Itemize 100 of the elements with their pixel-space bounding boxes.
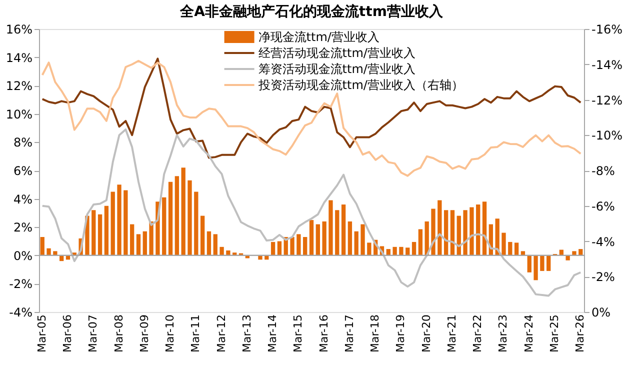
bar: [367, 242, 372, 256]
bar: [470, 207, 474, 256]
bar: [181, 168, 186, 256]
y2-tick-label: -6%: [592, 199, 615, 214]
bar: [559, 250, 564, 256]
y2-tick-label: -10%: [592, 128, 623, 143]
bar: [322, 221, 326, 256]
bar: [220, 246, 224, 256]
bar: [354, 231, 358, 256]
x-tick-label: Mar-23: [496, 314, 510, 353]
y2-tick-label: 0%: [592, 306, 611, 320]
bar: [450, 210, 455, 256]
y2-tick-label: -14%: [592, 58, 623, 72]
bar: [168, 182, 173, 256]
y-tick-label: 12%: [6, 79, 32, 94]
y-tick-label: 6%: [13, 164, 32, 178]
bar: [316, 224, 320, 256]
bar: [149, 221, 154, 256]
x-tick-label: Mar-10: [164, 314, 177, 353]
y-tick-label: 10%: [6, 107, 32, 122]
bar: [40, 237, 44, 256]
bar: [117, 184, 122, 256]
bar: [566, 255, 570, 260]
bar: [226, 250, 230, 256]
bar: [534, 255, 538, 280]
y-tick-label: 16%: [6, 22, 32, 36]
bar: [386, 249, 390, 256]
y-tick-label: 8%: [13, 136, 32, 150]
legend-label: 筹资活动现金流ttm/营业收入: [258, 62, 416, 76]
bar: [508, 242, 512, 256]
legend-label: 净现金流ttm/营业收入: [258, 30, 380, 44]
x-tick-label: Mar-20: [420, 314, 433, 353]
bar: [578, 249, 583, 256]
bar: [303, 237, 308, 256]
bar: [438, 200, 442, 256]
x-tick-label: Mar-24: [522, 314, 536, 353]
y2-tick-label: -2%: [592, 270, 615, 284]
y2-tick-label: -12%: [592, 93, 623, 108]
y-tick-label: -2%: [9, 277, 32, 292]
bar: [406, 248, 410, 256]
x-tick-label: Mar-25: [548, 314, 562, 353]
bar: [476, 204, 480, 256]
bar: [104, 206, 109, 256]
x-tick-label: Mar-26: [574, 314, 587, 353]
y-tick-label: 14%: [6, 50, 32, 65]
bar: [136, 234, 141, 256]
bar: [296, 234, 301, 256]
bar: [341, 204, 346, 256]
x-tick-label: Mar-11: [189, 314, 202, 353]
bar: [206, 231, 212, 256]
bar: [290, 237, 294, 256]
y2-tick-label: -4%: [592, 234, 615, 249]
bar: [482, 202, 487, 256]
bar: [188, 180, 192, 256]
x-tick-label: Mar-15: [292, 314, 305, 353]
bar: [546, 255, 551, 271]
bar: [124, 190, 128, 256]
x-tick-label: Mar-09: [138, 314, 151, 353]
x-tick-label: Mar-17: [342, 314, 356, 353]
bar: [270, 242, 276, 256]
bar: [360, 224, 365, 256]
bar: [46, 248, 51, 256]
bar: [328, 200, 333, 256]
y-tick-label: 2%: [13, 220, 32, 235]
line-series: [41, 58, 582, 159]
bar: [399, 246, 404, 256]
bar: [444, 210, 448, 256]
bar: [412, 242, 416, 256]
bar: [527, 255, 532, 272]
bar: [309, 220, 314, 256]
bar: [495, 218, 500, 256]
y-tick-label: -4%: [9, 306, 32, 320]
bar: [213, 234, 218, 256]
x-tick-label: Mar-08: [112, 314, 126, 353]
x-tick-label: Mar-22: [471, 314, 484, 353]
bar: [335, 210, 340, 256]
legend-label: 经营活动现金流ttm/营业收入: [258, 46, 416, 60]
x-tick-label: Mar-18: [368, 314, 382, 353]
y-tick-label: 0%: [13, 248, 32, 263]
bar: [98, 214, 102, 256]
bar: [174, 176, 180, 256]
line-series: [41, 60, 582, 177]
bar: [194, 192, 198, 256]
bar: [514, 242, 519, 256]
bar: [162, 197, 166, 256]
chart-title: 全A非金融地产石化的现金流ttm营业收入: [179, 3, 444, 20]
y-tick-label: 4%: [13, 192, 32, 206]
bar: [502, 232, 506, 256]
x-tick-label: Mar-12: [214, 314, 228, 353]
bar: [540, 255, 544, 271]
bar: [200, 216, 205, 256]
bar: [418, 229, 423, 256]
x-tick-label: Mar-16: [317, 314, 330, 353]
x-tick-label: Mar-21: [445, 314, 458, 353]
bar: [392, 246, 397, 256]
y2-tick-label: -16%: [592, 22, 623, 36]
bar: [142, 231, 147, 256]
bar: [277, 241, 282, 256]
legend-label: 投资活动现金流ttm/营业收入（右轴）: [257, 78, 464, 92]
x-tick-label: Mar-06: [60, 314, 74, 353]
